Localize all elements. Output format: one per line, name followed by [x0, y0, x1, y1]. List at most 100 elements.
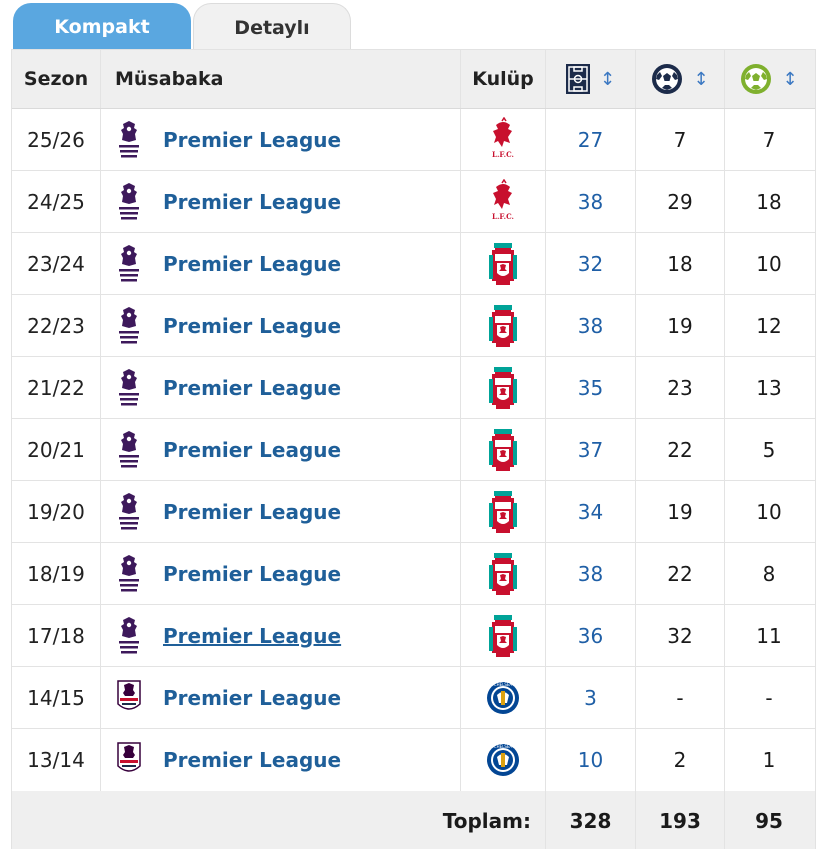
season-cell: 24/25 — [12, 171, 101, 232]
season-cell: 21/22 — [12, 357, 101, 418]
apps-cell[interactable]: 38 — [546, 543, 636, 604]
liverpool-crest-logo-icon[interactable] — [486, 365, 520, 411]
goals-cell: 18 — [636, 233, 725, 294]
svg-text:CHELSEA: CHELSEA — [494, 744, 513, 749]
club-cell — [461, 233, 546, 294]
tab-kompakt[interactable]: Kompakt — [13, 3, 191, 51]
table-footer: Toplam: 328 193 95 — [12, 791, 815, 849]
premier-league-logo-icon[interactable] — [115, 554, 143, 594]
chelsea-logo-icon[interactable]: CHELSEA — [486, 675, 520, 721]
liverpool-lfc-logo-icon[interactable]: L.F.C. — [486, 178, 520, 225]
competition-link[interactable]: Premier League — [163, 251, 342, 276]
liverpool-crest-logo-icon[interactable] — [486, 489, 520, 535]
goals-cell: 7 — [636, 109, 725, 170]
season-cell: 14/15 — [12, 667, 101, 728]
assists-cell: 10 — [756, 499, 782, 524]
competition-link[interactable]: Premier League — [163, 375, 342, 400]
table-row: 22/23 Premier League 38 19 12 — [12, 295, 815, 357]
total-label: Toplam: — [12, 791, 546, 849]
table-row: 24/25 Premier League L.F.C. 38 29 18 — [12, 171, 815, 233]
club-cell: CHELSEA — [461, 667, 546, 728]
sort-goals-icon[interactable]: ↕ — [693, 68, 709, 90]
season-cell: 18/19 — [12, 543, 101, 604]
pitch-icon — [565, 64, 590, 94]
premier-league-logo-icon[interactable] — [115, 740, 143, 780]
competition-link[interactable]: Premier League — [163, 561, 342, 586]
apps-cell[interactable]: 38 — [546, 171, 636, 232]
competition-link[interactable]: Premier League — [163, 313, 342, 338]
competition-link[interactable]: Premier League — [163, 748, 342, 772]
goals-cell: 22 — [636, 419, 725, 480]
tab-detayli[interactable]: Detaylı — [193, 3, 351, 51]
chelsea-logo-icon[interactable]: CHELSEA — [486, 737, 520, 783]
table-row: 19/20 Premier League 34 19 10 — [12, 481, 815, 543]
competition-link[interactable]: Premier League — [163, 189, 342, 214]
liverpool-crest-logo-icon[interactable] — [486, 303, 520, 349]
total-apps: 328 — [546, 791, 636, 849]
apps-cell[interactable]: 3 — [546, 667, 636, 728]
apps-cell[interactable]: 32 — [546, 233, 636, 294]
assists-cell: 1 — [762, 748, 776, 772]
assists-cell: 13 — [756, 375, 782, 400]
season-cell: 25/26 — [12, 109, 101, 170]
header-apps[interactable]: ↕ — [546, 50, 636, 108]
header-assists[interactable]: ↕ — [725, 50, 813, 108]
goals-cell: 23 — [636, 357, 725, 418]
career-stats-table: Sezon Müsabaka Kulüp ↕ — [11, 49, 816, 849]
table-header: Sezon Müsabaka Kulüp ↕ — [12, 50, 815, 109]
competition-link[interactable]: Premier League — [163, 685, 342, 710]
assists-cell: 12 — [756, 313, 782, 338]
club-cell — [461, 357, 546, 418]
competition-cell: Premier League — [101, 357, 461, 418]
competition-link[interactable]: Premier League — [163, 623, 342, 648]
liverpool-crest-logo-icon[interactable] — [486, 427, 520, 473]
goals-cell: - — [636, 667, 725, 728]
header-club: Kulüp — [461, 50, 546, 108]
premier-league-logo-icon[interactable] — [115, 616, 143, 656]
liverpool-crest-logo-icon[interactable] — [486, 613, 520, 659]
club-cell: CHELSEA — [461, 729, 546, 791]
apps-cell[interactable]: 37 — [546, 419, 636, 480]
liverpool-crest-logo-icon[interactable] — [486, 241, 520, 287]
club-cell — [461, 543, 546, 604]
sort-apps-icon[interactable]: ↕ — [599, 68, 616, 90]
liverpool-crest-logo-icon[interactable] — [486, 551, 520, 597]
football-icon — [651, 63, 683, 95]
goals-cell: 32 — [636, 605, 725, 666]
table-row: 20/21 Premier League 37 22 5 — [12, 419, 815, 481]
apps-cell[interactable]: 27 — [546, 109, 636, 170]
apps-cell[interactable]: 10 — [546, 729, 636, 791]
competition-link[interactable]: Premier League — [163, 127, 342, 152]
premier-league-logo-icon[interactable] — [115, 244, 143, 284]
header-goals[interactable]: ↕ — [636, 50, 725, 108]
club-cell — [461, 295, 546, 356]
liverpool-lfc-logo-icon[interactable]: L.F.C. — [486, 116, 520, 163]
assists-cell: 7 — [762, 127, 776, 152]
premier-league-logo-icon[interactable] — [115, 430, 143, 470]
apps-cell[interactable]: 38 — [546, 295, 636, 356]
season-cell: 22/23 — [12, 295, 101, 356]
premier-league-logo-icon[interactable] — [115, 120, 143, 160]
svg-text:L.F.C.: L.F.C. — [492, 150, 514, 159]
goals-cell: 19 — [636, 295, 725, 356]
premier-league-logo-icon[interactable] — [115, 678, 143, 718]
club-cell — [461, 481, 546, 542]
header-competition: Müsabaka — [101, 50, 461, 108]
apps-cell[interactable]: 36 — [546, 605, 636, 666]
premier-league-logo-icon[interactable] — [115, 368, 143, 408]
apps-cell[interactable]: 34 — [546, 481, 636, 542]
premier-league-logo-icon[interactable] — [115, 492, 143, 532]
table-row: 14/15 Premier League CHELSEA 3- - — [12, 667, 815, 729]
competition-cell: Premier League — [101, 233, 461, 294]
total-goals: 193 — [636, 791, 725, 849]
competition-link[interactable]: Premier League — [163, 437, 342, 462]
season-cell: 19/20 — [12, 481, 101, 542]
premier-league-logo-icon[interactable] — [115, 182, 143, 222]
season-cell: 23/24 — [12, 233, 101, 294]
table-row: 18/19 Premier League 38 22 8 — [12, 543, 815, 605]
premier-league-logo-icon[interactable] — [115, 306, 143, 346]
sort-assists-icon[interactable]: ↕ — [782, 68, 798, 90]
assists-cell: 10 — [756, 251, 782, 276]
apps-cell[interactable]: 35 — [546, 357, 636, 418]
competition-link[interactable]: Premier League — [163, 499, 342, 524]
